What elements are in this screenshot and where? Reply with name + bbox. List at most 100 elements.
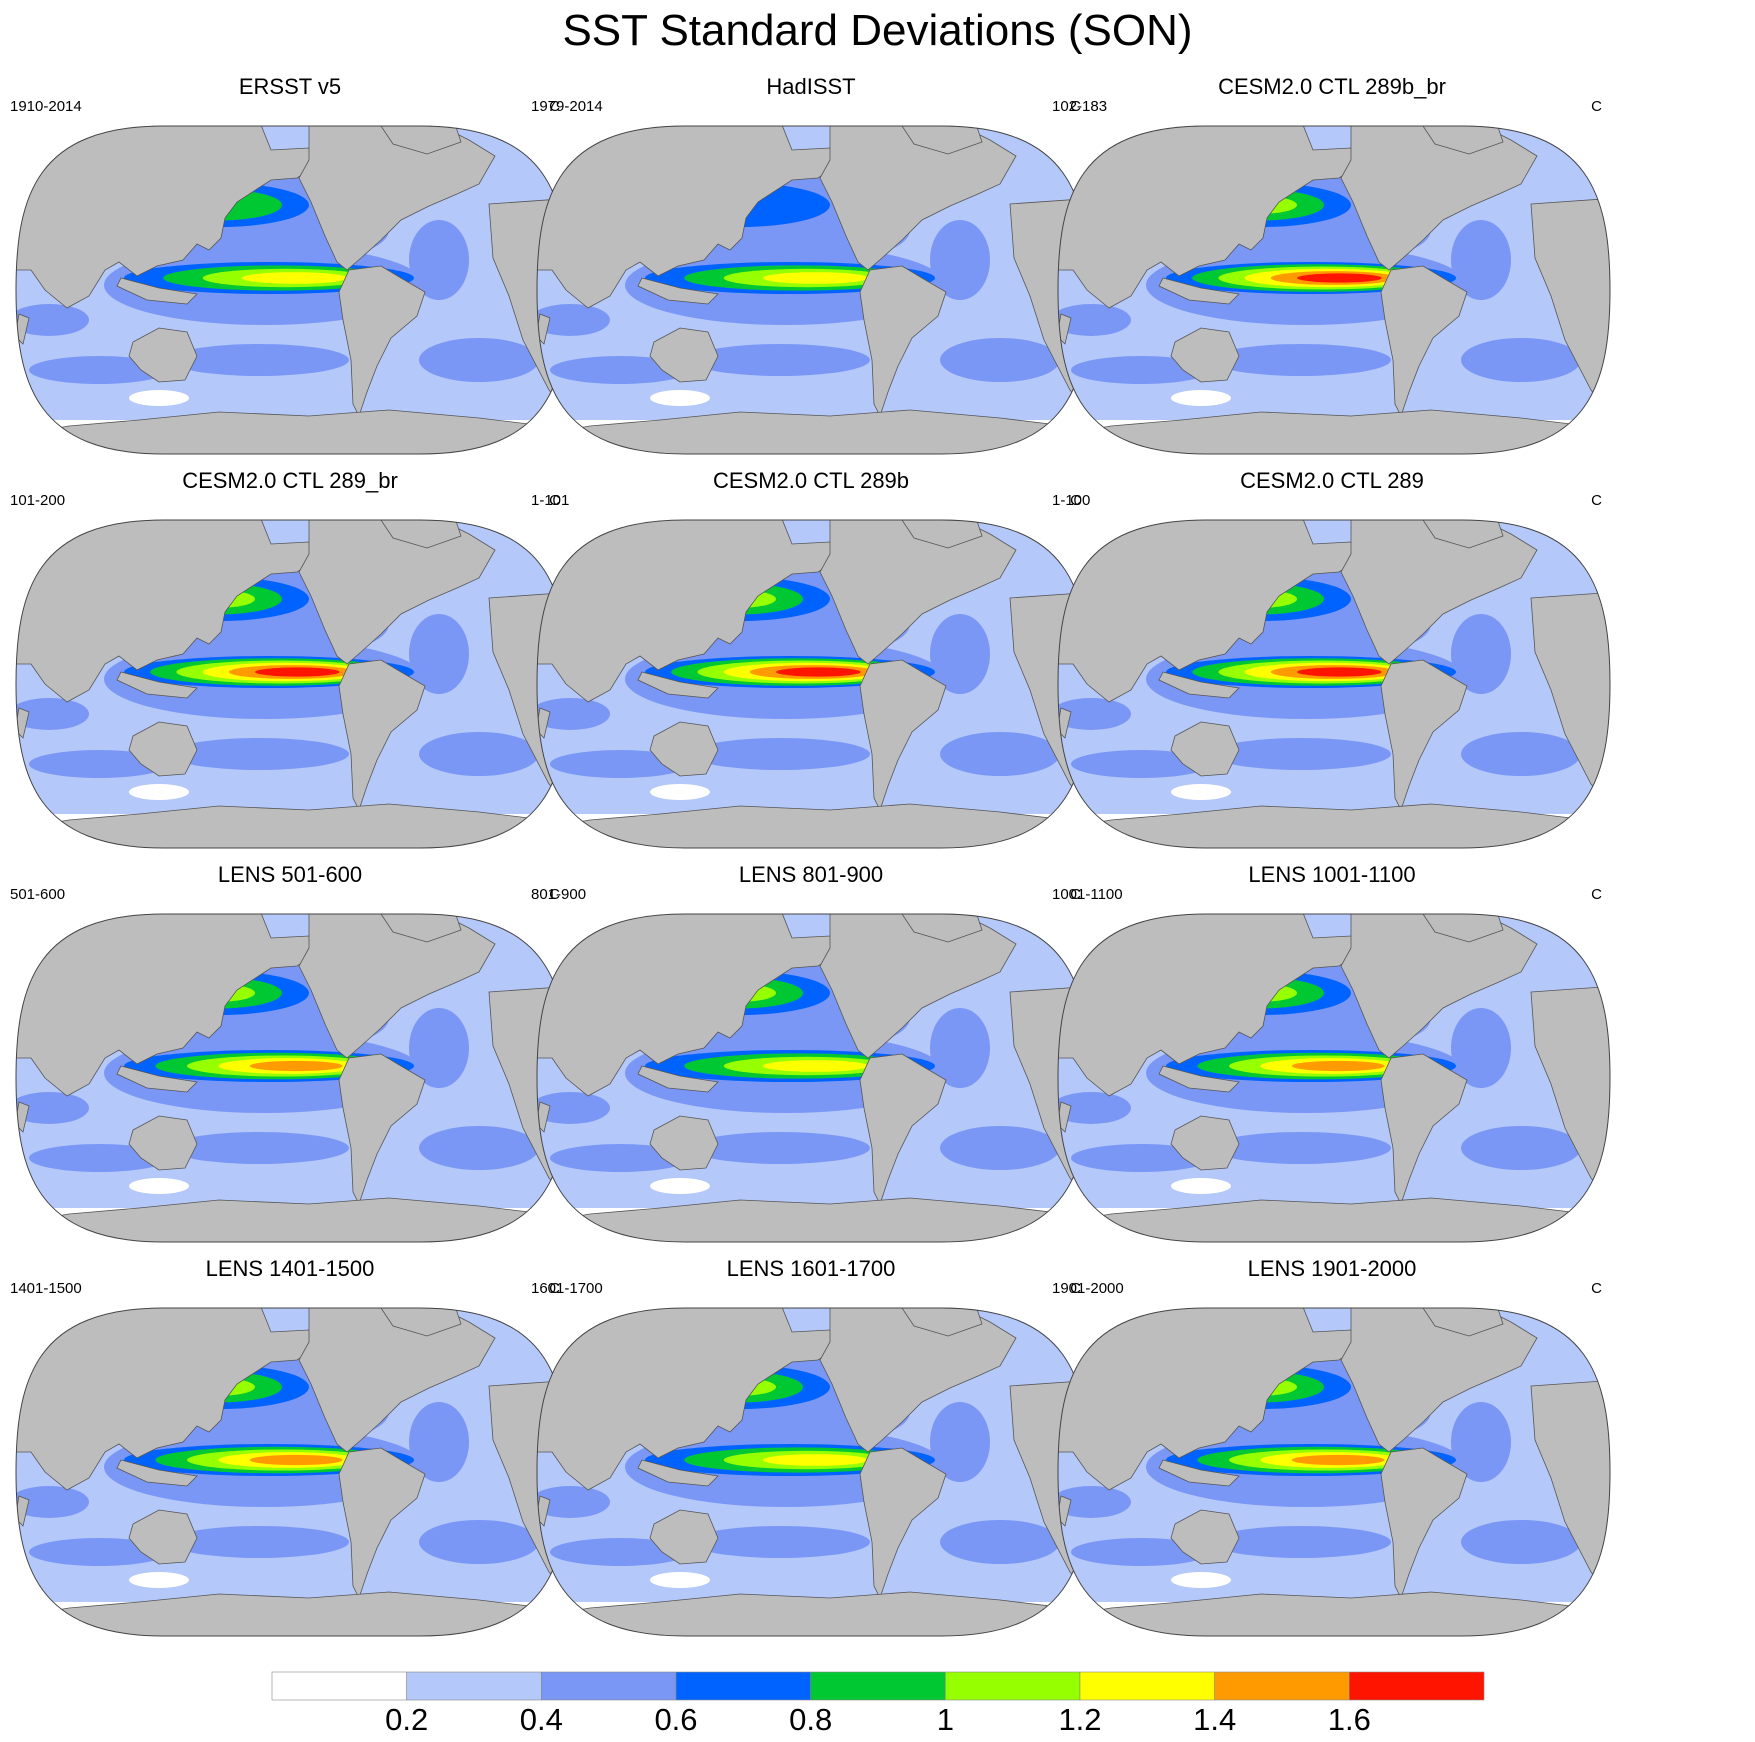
sst-contour-0.4 bbox=[29, 1144, 169, 1172]
sst-contour-enso bbox=[249, 1454, 343, 1466]
land-namerica bbox=[1340, 1308, 1538, 1453]
land-namerica bbox=[1340, 520, 1538, 665]
sst-map bbox=[15, 519, 569, 849]
sst-contour-0.4 bbox=[1451, 220, 1511, 300]
sst-contour-0.4 bbox=[1058, 304, 1131, 336]
land-namerica bbox=[819, 126, 1017, 271]
sst-contour-low bbox=[129, 390, 189, 406]
land-samerica bbox=[859, 1447, 947, 1600]
panel-title: CESM2.0 CTL 289 bbox=[1240, 468, 1424, 493]
sst-contour-enso bbox=[762, 1060, 869, 1072]
land-greenland bbox=[1422, 914, 1504, 943]
panel-units: C bbox=[549, 886, 560, 903]
land-africa bbox=[1530, 591, 1610, 816]
sst-contour-0.4 bbox=[169, 1526, 349, 1558]
sst-contour-0.4 bbox=[690, 738, 870, 770]
land-samerica bbox=[859, 1053, 947, 1206]
land-samerica bbox=[859, 265, 947, 418]
colorbar-tick-label: 1.2 bbox=[1058, 1702, 1102, 1737]
sst-contour-0.4 bbox=[16, 304, 89, 336]
sst-contour-0.4 bbox=[1461, 1520, 1581, 1564]
map-panel: LENS 501-600 501-600 C bbox=[0, 858, 580, 1248]
map-panel: LENS 1601-1700 1601-1700 C bbox=[521, 1252, 1101, 1642]
sst-contour-low bbox=[1171, 784, 1231, 800]
map-outline bbox=[1057, 913, 1611, 1243]
panel-units: C bbox=[1070, 98, 1081, 115]
land-australia bbox=[1170, 721, 1240, 777]
land-samerica bbox=[1380, 265, 1468, 418]
sst-contour-0.4 bbox=[940, 1126, 1060, 1170]
colorbar bbox=[271, 1671, 1485, 1701]
sst-contour-0.4 bbox=[169, 1132, 349, 1164]
sst-contour-0.4 bbox=[930, 1402, 990, 1482]
sst-contour-0.4 bbox=[1461, 338, 1581, 382]
panel-title: LENS 801-900 bbox=[738, 862, 884, 887]
sst-contour-0.4 bbox=[29, 356, 169, 384]
land-australia bbox=[128, 1509, 198, 1565]
colorbar-swatch bbox=[810, 1671, 946, 1701]
land-indonesia bbox=[116, 1459, 198, 1487]
land-greenland bbox=[380, 1308, 462, 1337]
land-samerica bbox=[338, 265, 426, 418]
land-australia bbox=[128, 1115, 198, 1171]
sst-contour-0.4 bbox=[1071, 1144, 1211, 1172]
sst-map bbox=[536, 125, 1090, 455]
map-panel: CESM2.0 CTL 289_br 101-200 C bbox=[0, 464, 580, 854]
sst-contour-0.4 bbox=[690, 1526, 870, 1558]
sst-contour-0.4 bbox=[930, 1008, 990, 1088]
sst-contour-0.4 bbox=[930, 614, 990, 694]
sst-contour-enso bbox=[249, 1060, 343, 1072]
land-indonesia bbox=[637, 671, 719, 699]
land-africa bbox=[1530, 985, 1610, 1210]
sst-contour-0.4 bbox=[537, 698, 610, 730]
sst-contour-enso bbox=[762, 272, 869, 284]
sst-contour-0.4 bbox=[1451, 1008, 1511, 1088]
panel-years: 101-200 bbox=[10, 492, 66, 509]
map-outline bbox=[1057, 1307, 1611, 1637]
panel-title: ERSST v5 bbox=[238, 74, 342, 99]
sst-contour-low bbox=[1171, 1572, 1231, 1588]
sst-map bbox=[1057, 519, 1611, 849]
sst-contour-0.4 bbox=[940, 1520, 1060, 1564]
sst-contour-0.4 bbox=[419, 338, 539, 382]
panel-title: LENS 1901-2000 bbox=[1247, 1256, 1417, 1281]
map-panel: ERSST v5 1910-2014 C bbox=[0, 70, 580, 460]
land-greenland bbox=[901, 520, 983, 549]
land-indonesia bbox=[1158, 277, 1240, 305]
panel-years: 801-900 bbox=[531, 886, 587, 903]
sst-map bbox=[1057, 1307, 1611, 1637]
land-greenland bbox=[380, 914, 462, 943]
sst-contour-0.4 bbox=[1071, 1538, 1211, 1566]
sst-contour-0.4 bbox=[409, 1008, 469, 1088]
sst-map bbox=[536, 1307, 1090, 1637]
panel-years: 1401-1500 bbox=[10, 1280, 82, 1297]
land-africa bbox=[1530, 197, 1610, 422]
land-indonesia bbox=[637, 1065, 719, 1093]
land-namerica bbox=[1340, 914, 1538, 1059]
sst-contour-enso bbox=[762, 1454, 869, 1466]
sst-contour-0.4 bbox=[550, 750, 690, 778]
land-australia bbox=[1170, 1115, 1240, 1171]
panel-years: 501-600 bbox=[10, 886, 66, 903]
land-samerica bbox=[338, 1053, 426, 1206]
land-namerica bbox=[819, 1308, 1017, 1453]
sst-map bbox=[15, 1307, 569, 1637]
panel-units: C bbox=[1591, 886, 1602, 903]
sst-contour-0.4 bbox=[550, 1144, 690, 1172]
land-greenland bbox=[380, 520, 462, 549]
map-panel: LENS 1901-2000 1901-2000 C bbox=[1042, 1252, 1622, 1642]
sst-map bbox=[536, 913, 1090, 1243]
sst-contour-enso bbox=[241, 272, 348, 284]
land-greenland bbox=[1422, 520, 1504, 549]
sst-contour-0.4 bbox=[409, 614, 469, 694]
sst-contour-enso bbox=[255, 667, 340, 677]
map-panel: CESM2.0 CTL 289b_br 102-183 C bbox=[1042, 70, 1622, 460]
map-panel: LENS 1001-1100 1001-1100 C bbox=[1042, 858, 1622, 1248]
sst-contour-0.4 bbox=[1058, 698, 1131, 730]
land-indonesia bbox=[1158, 671, 1240, 699]
panel-units: C bbox=[549, 1280, 560, 1297]
panel-units: C bbox=[1591, 1280, 1602, 1297]
sst-contour-0.4 bbox=[29, 1538, 169, 1566]
panel-years: 1-100 bbox=[1052, 492, 1091, 509]
colorbar-swatch bbox=[1079, 1671, 1215, 1701]
